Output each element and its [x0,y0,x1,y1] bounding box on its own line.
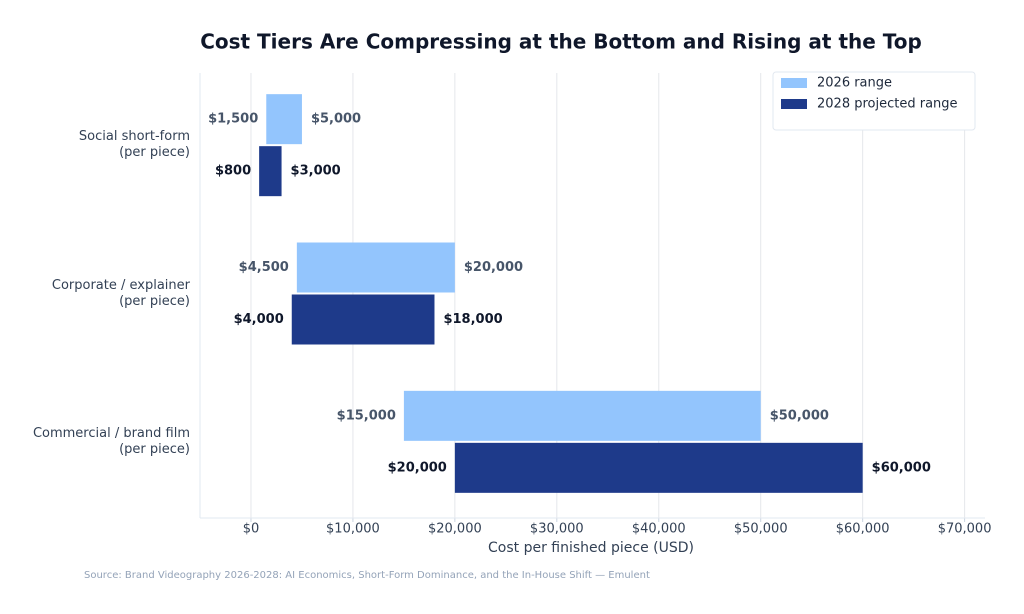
x-axis-label: Cost per finished piece (USD) [488,540,694,556]
value-label: $18,000 [443,312,502,327]
x-tick-label: $10,000 [326,522,380,537]
value-label: $800 [215,164,251,179]
value-label: $50,000 [770,408,829,423]
y-tick-label: Social short-form (per piece) [78,129,190,161]
x-tick-label: $0 [243,522,260,537]
y-tick-label: Corporate / explainer (per piece) [51,277,190,309]
legend-box [772,71,976,131]
y-tick-label: Commercial / brand film (per piece) [32,425,190,457]
legend-label: 2028 projected range [817,97,958,112]
x-tick-label: $70,000 [938,522,992,537]
value-label: $3,000 [291,164,341,179]
x-tick-label: $40,000 [632,522,686,537]
legend-swatch [781,99,807,109]
range-bar [403,390,761,441]
value-label: $20,000 [388,460,447,475]
x-tick-label: $20,000 [428,522,482,537]
range-bar [296,242,455,293]
x-tick-label: $60,000 [836,522,890,537]
legend-label: 2026 range [817,76,892,91]
x-tick-label: $30,000 [530,522,584,537]
legend-swatch [781,78,807,88]
range-bar [454,442,863,493]
chart-title: Cost Tiers Are Compressing at the Bottom… [200,30,922,54]
value-label: $15,000 [337,408,396,423]
range-bar [259,146,282,197]
range-bar [266,94,302,145]
value-label: $5,000 [311,112,361,127]
range-bar [291,294,435,345]
value-label: $20,000 [464,260,523,275]
value-label: $1,500 [208,112,258,127]
source-note: Source: Brand Videography 2026-2028: AI … [84,570,650,581]
value-label: $4,000 [234,312,284,327]
value-label: $4,500 [239,260,289,275]
value-label: $60,000 [872,460,931,475]
x-tick-label: $50,000 [734,522,788,537]
